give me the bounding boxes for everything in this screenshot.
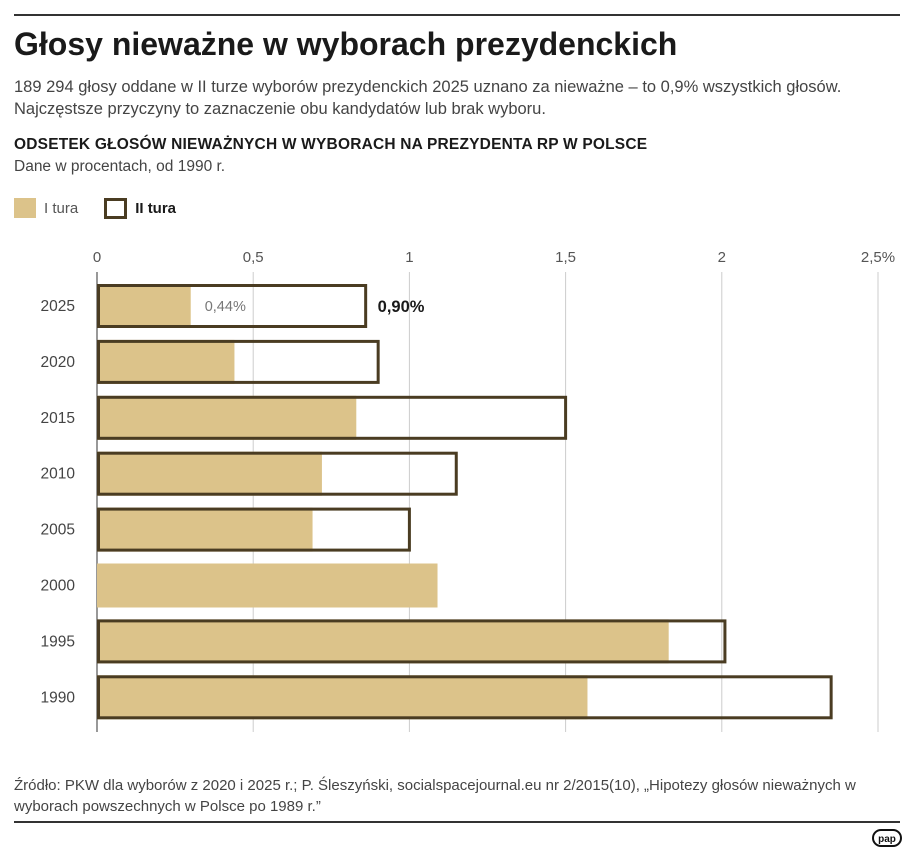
- bar-second-round: [97, 507, 411, 552]
- category-label: 2020: [41, 354, 76, 371]
- page-subtitle: 189 294 głosy oddane w II turze wyborów …: [14, 78, 842, 118]
- bar-second-round: [97, 619, 727, 664]
- bar-second-round: [97, 395, 568, 440]
- logo-text: pap: [878, 834, 896, 845]
- bar-second-round: [97, 451, 458, 496]
- bar-first-round: [97, 284, 191, 328]
- legend-item-first-round: I tura: [14, 198, 78, 218]
- x-tick-label: 0: [93, 249, 101, 266]
- category-label: 2005: [41, 522, 75, 539]
- legend-swatch-second-round: [104, 197, 128, 219]
- category-label: 2000: [41, 578, 76, 595]
- bar-second-round: [97, 675, 833, 720]
- bottom-rule: [14, 821, 900, 823]
- legend-swatch-first-round: [14, 198, 36, 218]
- bar-first-round: [97, 675, 588, 720]
- pap-logo: pap: [872, 829, 902, 847]
- x-tick-label: 2,5%: [861, 249, 895, 266]
- category-label: 1995: [41, 633, 75, 650]
- source-note: Źródło: PKW dla wyborów z 2020 i 2025 r.…: [14, 777, 856, 815]
- page-title: Głosy nieważne w wyborach prezydenckich: [14, 26, 678, 62]
- bar-first-round: [97, 563, 438, 608]
- bar-second-round: [97, 339, 380, 384]
- bar-first-round: [97, 451, 322, 496]
- x-tick-label: 1: [405, 249, 413, 266]
- bar-first-round: [97, 339, 235, 384]
- category-label: 2025: [41, 298, 75, 315]
- x-tick-label: 2: [718, 249, 726, 266]
- chart-legend: I tura II tura: [14, 197, 202, 219]
- chart-subtitle: Dane w procentach, od 1990 r.: [14, 158, 226, 175]
- bar-first-round: [97, 395, 357, 440]
- x-tick-label: 1,5: [555, 249, 576, 266]
- bar-second-round: [97, 284, 368, 328]
- category-label: 1990: [41, 689, 76, 706]
- chart-title: ODSETEK GŁOSÓW NIEWAŻNYCH W WYBORACH NA …: [14, 136, 648, 153]
- legend-item-second-round: II tura: [104, 197, 177, 219]
- legend-label-first-round: I tura: [44, 199, 79, 217]
- category-label: 2010: [41, 466, 76, 483]
- legend-label-second-round: II tura: [135, 199, 177, 217]
- top-rule: [14, 14, 900, 16]
- bar-first-round: [97, 619, 669, 664]
- bar-first-round: [97, 507, 313, 552]
- data-label-first-round: 0,44%: [205, 299, 246, 315]
- x-tick-label: 0,5: [243, 249, 264, 266]
- data-label-second-round: 0,90%: [378, 298, 425, 316]
- category-label: 2015: [41, 410, 75, 427]
